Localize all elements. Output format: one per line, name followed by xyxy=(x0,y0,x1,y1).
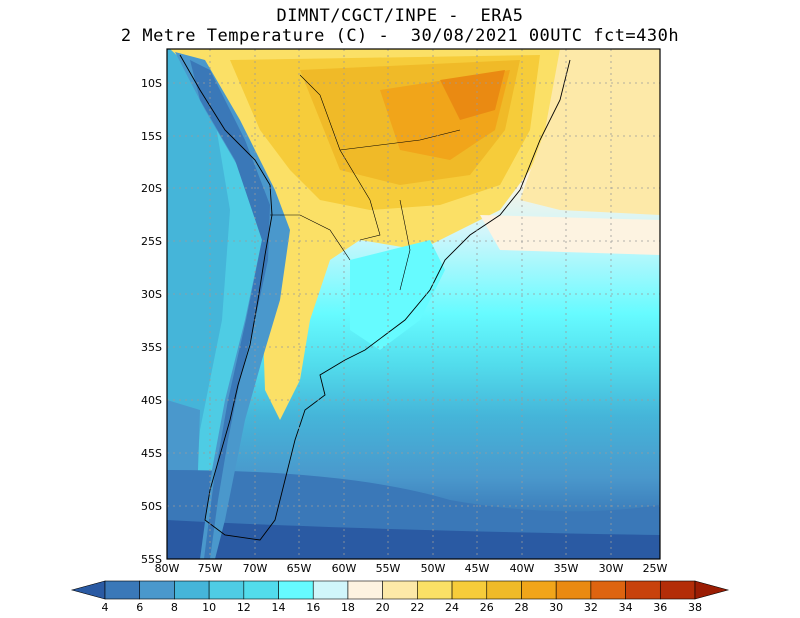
colorbar-arrow-high xyxy=(694,580,730,600)
lon-label: 50W xyxy=(421,562,446,575)
colorbar-swatch xyxy=(104,580,141,600)
map-title-line1: DIMNT/CGCT/INPE - ERA5 xyxy=(276,6,524,26)
colorbar-swatch xyxy=(555,580,592,600)
colorbar-swatch xyxy=(590,580,626,600)
coastline xyxy=(179,54,571,541)
colorbar-arrow-low xyxy=(70,580,106,600)
lon-label: 60W xyxy=(332,562,357,575)
colorbar-label: 32 xyxy=(584,601,598,614)
map-plot-area xyxy=(167,49,660,559)
colorbar: 4 6 8 10 12 14 16 18 20 22 24 26 28 30 32 34 36 38 xyxy=(70,580,730,614)
colorbar-label: 24 xyxy=(445,601,459,614)
lon-label: 45W xyxy=(465,562,490,575)
lat-label: 55S xyxy=(141,553,162,566)
colorbar-label: 16 xyxy=(306,601,320,614)
colorbar-swatch xyxy=(139,580,175,600)
lat-label: 20S xyxy=(141,182,162,195)
colorbar-swatch xyxy=(312,580,349,600)
lon-label: 25W xyxy=(643,562,668,575)
lon-label: 65W xyxy=(287,562,312,575)
lat-label: 45S xyxy=(141,447,162,460)
colorbar-swatch xyxy=(347,580,383,600)
colorbar-label: 12 xyxy=(237,601,251,614)
colorbar-swatch xyxy=(382,580,418,600)
lat-label: 10S xyxy=(141,77,162,90)
lat-label: 25S xyxy=(141,235,162,248)
colorbar-label: 20 xyxy=(376,601,390,614)
colorbar-swatch xyxy=(625,580,661,600)
longitude-labels: 80W 75W 70W 65W 60W 55W 50W 45W 40W 35W … xyxy=(155,562,668,575)
colorbar-label: 6 xyxy=(136,601,143,614)
colorbar-label: 30 xyxy=(549,601,563,614)
lat-label: 15S xyxy=(141,130,162,143)
lon-label: 70W xyxy=(243,562,268,575)
colorbar-label: 22 xyxy=(410,601,424,614)
country-borders xyxy=(270,74,461,291)
colorbar-swatch xyxy=(521,580,557,600)
colorbar-label: 4 xyxy=(102,601,109,614)
graticule xyxy=(167,49,660,559)
lat-label: 30S xyxy=(141,288,162,301)
colorbar-label: 34 xyxy=(619,601,633,614)
map-frame xyxy=(166,48,661,560)
latitude-labels: 10S 15S 20S 25S 30S 35S 40S 45S 50S 55S xyxy=(141,77,162,566)
colorbar-swatch xyxy=(278,580,314,600)
lon-label: 40W xyxy=(510,562,535,575)
colorbar-label: 26 xyxy=(480,601,494,614)
lon-label: 75W xyxy=(198,562,223,575)
colorbar-label: 36 xyxy=(653,601,667,614)
colorbar-label: 28 xyxy=(514,601,528,614)
lon-label: 35W xyxy=(554,562,579,575)
colorbar-label: 10 xyxy=(202,601,216,614)
lon-label: 55W xyxy=(376,562,401,575)
lat-label: 40S xyxy=(141,394,162,407)
colorbar-label: 8 xyxy=(171,601,178,614)
colorbar-swatch xyxy=(174,580,210,600)
colorbar-swatch xyxy=(243,580,279,600)
colorbar-label: 38 xyxy=(688,601,702,614)
colorbar-swatch xyxy=(417,580,453,600)
lat-label: 50S xyxy=(141,500,162,513)
lon-label: 30W xyxy=(599,562,624,575)
lat-label: 35S xyxy=(141,341,162,354)
lon-label: 80W xyxy=(155,562,180,575)
map-title-line2: 2 Metre Temperature (C) - 30/08/2021 00U… xyxy=(120,26,680,46)
colorbar-swatch xyxy=(659,580,696,600)
colorbar-swatch xyxy=(486,580,522,600)
colorbar-label: 18 xyxy=(341,601,355,614)
colorbar-label: 14 xyxy=(272,601,286,614)
colorbar-swatch xyxy=(451,580,488,600)
colorbar-swatch xyxy=(208,580,245,600)
